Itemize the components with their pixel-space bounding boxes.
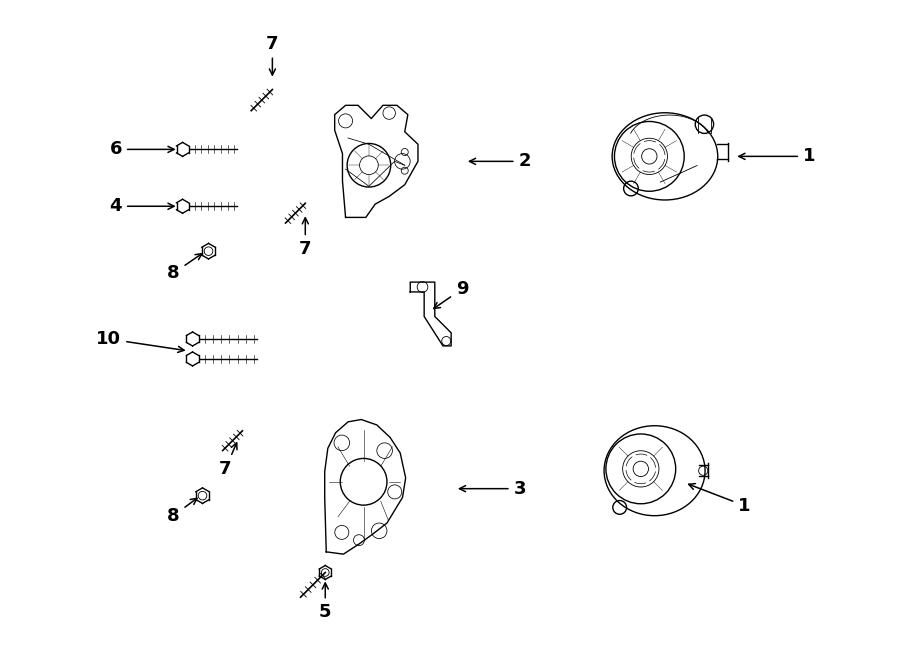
- Text: 1: 1: [688, 484, 751, 515]
- Text: 2: 2: [470, 152, 531, 171]
- Text: 1: 1: [739, 147, 815, 165]
- Text: 9: 9: [434, 280, 468, 309]
- Text: 5: 5: [319, 583, 331, 621]
- Text: 8: 8: [167, 498, 197, 525]
- Text: 4: 4: [110, 197, 174, 215]
- Text: 7: 7: [220, 443, 237, 478]
- Text: 7: 7: [299, 217, 311, 258]
- Text: 8: 8: [167, 254, 202, 282]
- Text: 7: 7: [266, 34, 279, 75]
- Text: 6: 6: [110, 140, 174, 159]
- Text: 10: 10: [96, 330, 184, 352]
- Text: 3: 3: [460, 480, 526, 498]
